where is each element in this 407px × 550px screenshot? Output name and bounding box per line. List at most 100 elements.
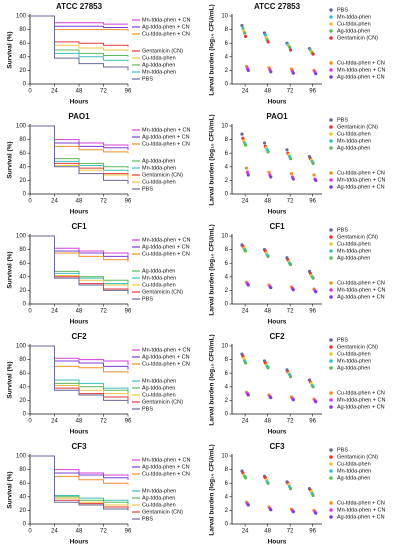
x-tick-label: 48 (264, 199, 271, 205)
y-tick-label: 80 (19, 357, 26, 363)
x-tick-label: 48 (264, 529, 271, 535)
legend-swatch (329, 391, 333, 395)
legend-label: Cu-tdda-phen + CN (337, 60, 385, 66)
y-axis-label: Larval burden (log₁₀ CFU/mL) (209, 224, 216, 315)
legend-label: Ag-tdda-phen (337, 145, 370, 151)
panel-title: CF3 (71, 442, 87, 451)
x-tick-label: 96 (309, 419, 316, 425)
x-tick-label: 96 (309, 309, 316, 315)
y-tick-label: 80 (19, 137, 26, 143)
legend-label: Mn-tdda-phen + CN (142, 237, 190, 243)
legend-label: Gentamicin (CN) (337, 35, 378, 41)
y-tick-label: 0 (225, 412, 229, 418)
y-tick-label: 80 (19, 247, 26, 253)
x-tick-label: 24 (242, 199, 249, 205)
survival-curve (30, 15, 129, 71)
legend-label: Ag-tdda-phen + CN (337, 184, 385, 190)
panel-title: CF1 (269, 222, 285, 231)
y-tick-label: 0 (23, 82, 27, 88)
legend-label: Mn-tdda-phen + CN (337, 397, 385, 403)
data-point (246, 68, 250, 72)
legend-swatch (329, 8, 333, 12)
data-point (289, 172, 294, 176)
data-point (314, 400, 318, 404)
data-point (266, 481, 270, 485)
data-point (311, 52, 315, 56)
panel: CF1 Survival (%) Hours 0 20 40 60 80 100 0 24 48 72 9… (7, 222, 191, 326)
legend-label: Cu-tdda-phen (337, 131, 371, 137)
y-tick-label: 2 (225, 398, 229, 404)
x-axis-label: Hours (70, 319, 89, 326)
y-tick-label: 6 (225, 481, 229, 487)
legend-label: Cu-tdda-phen (337, 21, 371, 27)
y-tick-label: 0 (23, 522, 27, 528)
survival-curve (30, 345, 129, 404)
x-tick-label: 24 (51, 89, 58, 95)
y-tick-label: 8 (225, 27, 229, 33)
survival-curve (30, 455, 129, 511)
x-tick-label: 24 (51, 309, 58, 315)
legend-swatch (329, 295, 333, 299)
legend-label: Gentamicin (CN) (337, 344, 378, 350)
legend-label: Ag-tdda-phen (337, 255, 370, 261)
legend-label: Ag-tdda-phen + CN (142, 244, 190, 250)
y-axis-label: Survival (%) (7, 361, 14, 398)
y-tick-label: 60 (19, 371, 26, 377)
data-point (266, 366, 270, 370)
x-tick-label: 24 (51, 529, 58, 535)
x-tick-label: 0 (28, 199, 32, 205)
y-tick-label: 10 (221, 454, 228, 460)
y-tick-label: 0 (225, 522, 229, 528)
data-point (243, 34, 248, 39)
panel-title: ATCC 27853 (56, 2, 103, 11)
panel-title: CF2 (71, 332, 87, 341)
data-point (246, 503, 250, 507)
legend-label: Cu-tdda-phen + CN (337, 280, 385, 286)
y-tick-label: 40 (19, 384, 26, 390)
legend-swatch (329, 178, 333, 182)
x-tick-label: 24 (242, 309, 249, 315)
x-tick-label: 72 (287, 309, 294, 315)
x-tick-label: 72 (100, 89, 107, 95)
legend-label: Cu-tdda-phen (337, 351, 371, 357)
x-tick-label: 72 (287, 419, 294, 425)
legend-swatch (329, 476, 333, 480)
y-tick-label: 2 (225, 288, 229, 294)
x-tick-label: 72 (287, 89, 294, 95)
x-tick-label: 48 (76, 419, 83, 425)
data-point (241, 26, 245, 30)
data-point (291, 177, 295, 181)
legend-label: Cu-tdda-phen + CN (142, 361, 190, 367)
data-point (288, 48, 293, 52)
legend-label: Cu-tdda-phen (142, 179, 176, 185)
legend-swatch (329, 146, 333, 150)
legend-swatch (329, 36, 333, 40)
y-tick-label: 40 (19, 494, 26, 500)
legend-swatch (329, 185, 333, 189)
panel-title: ATCC 27853 (254, 2, 301, 11)
panel-title: CF2 (269, 332, 285, 341)
legend-swatch (329, 228, 333, 232)
legend-swatch (329, 75, 333, 79)
x-tick-label: 24 (242, 419, 249, 425)
data-point (311, 276, 315, 280)
y-tick-label: 60 (19, 151, 26, 157)
legend-label: PBS (337, 227, 348, 233)
legend-swatch (329, 405, 333, 409)
data-point (311, 385, 315, 389)
data-point (269, 508, 273, 512)
legend-swatch (329, 281, 333, 285)
x-tick-label: 72 (100, 419, 107, 425)
survival-curve (30, 15, 129, 31)
legend-label: Cu-tdda-phen (337, 241, 371, 247)
data-point (243, 476, 248, 480)
data-point (246, 173, 250, 177)
panel: CF2 Survival (%) Hours 0 20 40 60 80 100 0 24 48 72 9… (7, 332, 191, 436)
y-tick-label: 20 (19, 508, 26, 514)
legend-label: Gentamicin (CN) (142, 48, 183, 54)
legend-label: Ag-tdda-phen (142, 268, 175, 274)
x-tick-label: 96 (309, 529, 316, 535)
y-tick-label: 4 (225, 54, 229, 60)
legend-label: Mn-tdda-phen (142, 275, 176, 281)
